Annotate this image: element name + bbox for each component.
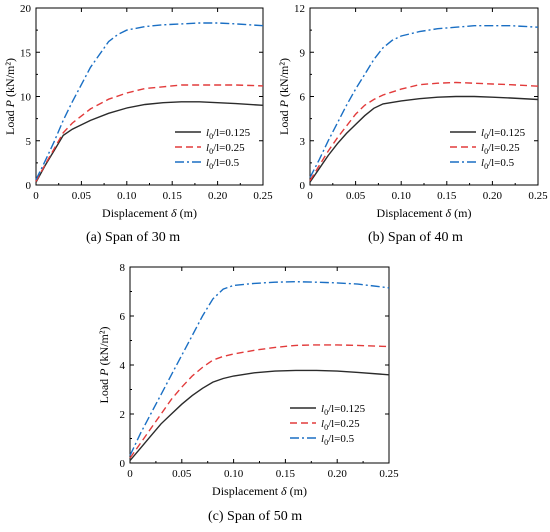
x-tick-label: 0.20 <box>328 468 348 480</box>
y-tick-label: 6 <box>300 92 306 104</box>
legend-label-1: l0/l=0.125 <box>321 403 366 417</box>
x-tick-label: 0.05 <box>172 468 192 480</box>
y-tick-label: 4 <box>120 360 126 372</box>
y-tick-label: 9 <box>300 47 306 59</box>
y-tick-label: 5 <box>26 136 32 148</box>
x-tick-label: 0.25 <box>253 190 273 202</box>
y-tick-label: 10 <box>20 92 32 104</box>
x-axis-label: Displacement δ (m) <box>377 206 472 220</box>
series-line-1 <box>309 95 539 183</box>
legend-label-2: l0/l=0.25 <box>481 142 520 156</box>
y-axis-label: Load P (kN/m²) <box>3 58 17 135</box>
chart-panel-1: 0 0.05 0.10 0.15 0.20 0.25 0 5 10 15 20 Displacemen… <box>3 3 273 220</box>
series-line-3 <box>309 25 539 178</box>
legend-label-1: l0/l=0.125 <box>481 127 526 141</box>
x-tick-label: 0.10 <box>224 468 244 480</box>
x-tick-label: 0 <box>307 190 313 202</box>
y-tick-label: 0 <box>26 180 32 192</box>
y-axis-label: Load P (kN/m²) <box>277 58 291 135</box>
series-line-1 <box>129 369 390 462</box>
y-tick-label: 8 <box>120 262 126 274</box>
legend-label-3: l0/l=0.5 <box>321 433 355 447</box>
x-tick-label: 0 <box>33 190 39 202</box>
y-tick-label: 15 <box>20 47 32 59</box>
chart-panel-3: 0 0.05 0.10 0.15 0.20 0.25 0 2 4 6 8 Displacement δ… <box>97 262 399 498</box>
series-line-2 <box>129 344 390 459</box>
y-tick-label: 12 <box>294 3 305 15</box>
x-tick-label: 0.05 <box>346 190 366 202</box>
x-tick-label: 0.10 <box>117 190 137 202</box>
x-tick-label: 0 <box>127 468 133 480</box>
caption-panel-c: (c) Span of 50 m <box>208 509 303 524</box>
caption-panel-a: (a) Span of 30 m <box>86 230 181 245</box>
x-axis-label: Displacement δ (m) <box>212 484 307 498</box>
y-tick-label: 0 <box>300 180 306 192</box>
chart-panel-2: 0 0.05 0.10 0.15 0.20 0.25 0 3 6 9 12 Displacement … <box>277 3 548 220</box>
y-tick-label: 3 <box>300 136 306 148</box>
x-tick-label: 0.05 <box>72 190 92 202</box>
x-tick-label: 0.20 <box>483 190 503 202</box>
series-line-3 <box>35 22 264 181</box>
legend-label-2: l0/l=0.25 <box>206 142 245 156</box>
legend-label-1: l0/l=0.125 <box>206 127 251 141</box>
y-axis-label: Load P (kN/m²) <box>97 327 111 404</box>
x-tick-label: 0.25 <box>528 190 548 202</box>
legend-label-3: l0/l=0.5 <box>481 157 515 171</box>
x-tick-label: 0.20 <box>208 190 228 202</box>
series-line-3 <box>129 280 390 456</box>
x-tick-label: 0.10 <box>392 190 412 202</box>
x-tick-label: 0.15 <box>163 190 183 202</box>
series-line-1 <box>35 101 264 183</box>
y-tick-label: 6 <box>120 311 126 323</box>
x-tick-label: 0.15 <box>437 190 457 202</box>
x-axis-label: Displacement δ (m) <box>102 206 197 220</box>
y-tick-label: 2 <box>120 409 126 421</box>
y-tick-label: 0 <box>120 458 126 470</box>
y-tick-label: 20 <box>20 3 32 15</box>
series-line-2 <box>309 81 539 181</box>
caption-panel-b: (b) Span of 40 m <box>368 230 463 245</box>
legend-label-3: l0/l=0.5 <box>206 157 240 171</box>
legend-label-2: l0/l=0.25 <box>321 418 360 432</box>
x-tick-label: 0.15 <box>276 468 296 480</box>
x-tick-label: 0.25 <box>379 468 399 480</box>
